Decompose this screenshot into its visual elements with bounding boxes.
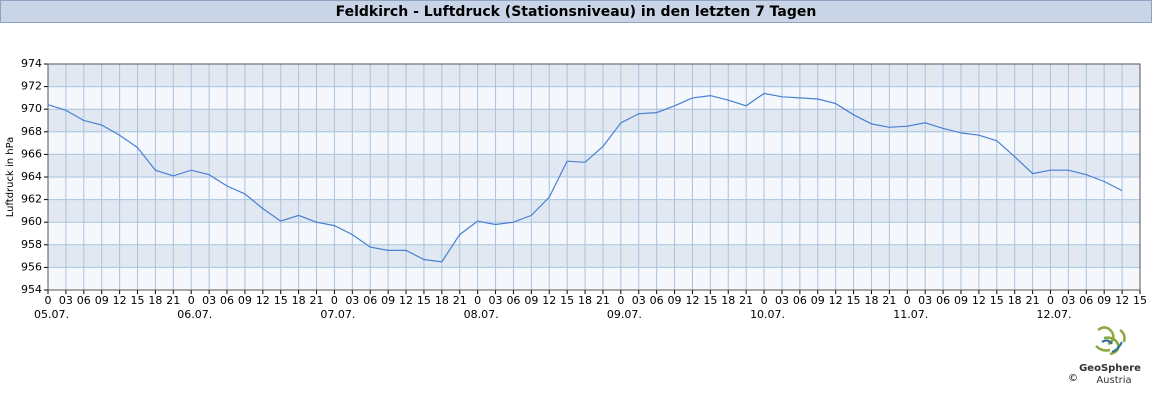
x-tick-label: 0	[331, 294, 338, 307]
x-tick-label: 03	[918, 294, 932, 307]
x-tick-label: 21	[453, 294, 467, 307]
x-tick-label: 15	[703, 294, 717, 307]
band	[48, 64, 1140, 87]
x-tick-label: 09	[524, 294, 538, 307]
x-tick-label: 21	[166, 294, 180, 307]
x-tick-label: 03	[202, 294, 216, 307]
x-tick-label: 12	[685, 294, 699, 307]
x-tick-label: 03	[59, 294, 73, 307]
x-tick-label: 09	[238, 294, 252, 307]
x-tick-label: 18	[292, 294, 306, 307]
x-tick-label: 12	[829, 294, 843, 307]
x-tick-label: 0	[45, 294, 52, 307]
x-tick-label: 21	[882, 294, 896, 307]
x-tick-label: 15	[847, 294, 861, 307]
x-tick-label: 0	[617, 294, 624, 307]
x-tick-label: 06	[1079, 294, 1093, 307]
y-tick-label: 968	[21, 125, 42, 138]
y-tick-label: 954	[21, 283, 42, 296]
band	[48, 199, 1140, 223]
x-date-label: 11.07.	[893, 308, 928, 321]
x-tick-label: 09	[95, 294, 109, 307]
x-tick-label: 12	[1115, 294, 1129, 307]
y-tick-label: 956	[21, 260, 42, 273]
x-date-label: 10.07.	[750, 308, 785, 321]
x-tick-label: 21	[739, 294, 753, 307]
x-tick-label: 03	[489, 294, 503, 307]
x-date-label: 09.07.	[607, 308, 642, 321]
data-line	[47, 92, 1123, 263]
x-tick-label: 06	[936, 294, 950, 307]
x-tick-label: 21	[1026, 294, 1040, 307]
logo-name: GeoSphere	[1079, 363, 1141, 374]
x-tick-label: 12	[256, 294, 270, 307]
x-tick-label: 18	[578, 294, 592, 307]
y-tick-label: 972	[21, 80, 42, 93]
x-date-label: 12.07.	[1036, 308, 1071, 321]
x-tick-label: 0	[904, 294, 911, 307]
y-tick-label: 966	[21, 147, 42, 160]
logo-mark	[1101, 339, 1123, 353]
band	[48, 154, 1140, 177]
x-tick-label: 18	[435, 294, 449, 307]
x-tick-label: 03	[775, 294, 789, 307]
x-tick-label: 18	[721, 294, 735, 307]
x-tick-label: 06	[506, 294, 520, 307]
x-tick-label: 03	[345, 294, 359, 307]
x-tick-label: 0	[761, 294, 768, 307]
y-tick-label: 970	[21, 102, 42, 115]
x-tick-label: 12	[542, 294, 556, 307]
x-date-label: 06.07.	[177, 308, 212, 321]
x-tick-label: 06	[363, 294, 377, 307]
logo: GeoSphere Austria ©	[1068, 326, 1141, 386]
x-tick-label: 0	[1047, 294, 1054, 307]
x-date-label: 05.07.	[34, 308, 69, 321]
x-tick-label: 09	[381, 294, 395, 307]
y-tick-label: 964	[21, 170, 42, 183]
x-tick-label: 09	[668, 294, 682, 307]
x-tick-label: 09	[1097, 294, 1111, 307]
x-tick-label: 15	[417, 294, 431, 307]
x-tick-label: 15	[1133, 294, 1147, 307]
copyright: ©	[1068, 373, 1078, 384]
y-tick-label: 974	[21, 57, 42, 70]
x-tick-label: 12	[972, 294, 986, 307]
x-tick-label: 15	[131, 294, 145, 307]
x-tick-label: 15	[274, 294, 288, 307]
x-tick-label: 21	[596, 294, 610, 307]
plot-border	[47, 63, 1141, 291]
x-tick-label: 12	[113, 294, 127, 307]
x-tick-label: 06	[220, 294, 234, 307]
x-tick-label: 09	[954, 294, 968, 307]
chart-title: Feldkirch - Luftdruck (Stationsniveau) i…	[336, 4, 817, 20]
logo-sub: Austria	[1096, 375, 1131, 386]
band	[48, 109, 1140, 132]
x-tick-label: 03	[632, 294, 646, 307]
y-axis-label: Luftdruck in hPa	[5, 137, 16, 218]
x-tick-label: 18	[148, 294, 162, 307]
x-tick-label: 18	[864, 294, 878, 307]
x-tick-label: 03	[1061, 294, 1075, 307]
x-tick-label: 06	[793, 294, 807, 307]
x-tick-label: 0	[474, 294, 481, 307]
x-tick-label: 15	[560, 294, 574, 307]
x-tick-label: 15	[990, 294, 1004, 307]
x-tick-label: 21	[310, 294, 324, 307]
x-date-label: 07.07.	[320, 308, 355, 321]
y-tick-label: 958	[21, 238, 42, 251]
x-tick-label: 09	[811, 294, 825, 307]
x-tick-label: 18	[1008, 294, 1022, 307]
y-tick-label: 962	[21, 193, 42, 206]
x-tick-label: 06	[77, 294, 91, 307]
x-tick-label: 0	[188, 294, 195, 307]
x-tick-label: 06	[650, 294, 664, 307]
logo-mark	[1095, 326, 1126, 356]
band	[48, 244, 1140, 268]
x-tick-label: 12	[399, 294, 413, 307]
x-date-label: 08.07.	[464, 308, 499, 321]
y-tick-label: 960	[21, 215, 42, 228]
